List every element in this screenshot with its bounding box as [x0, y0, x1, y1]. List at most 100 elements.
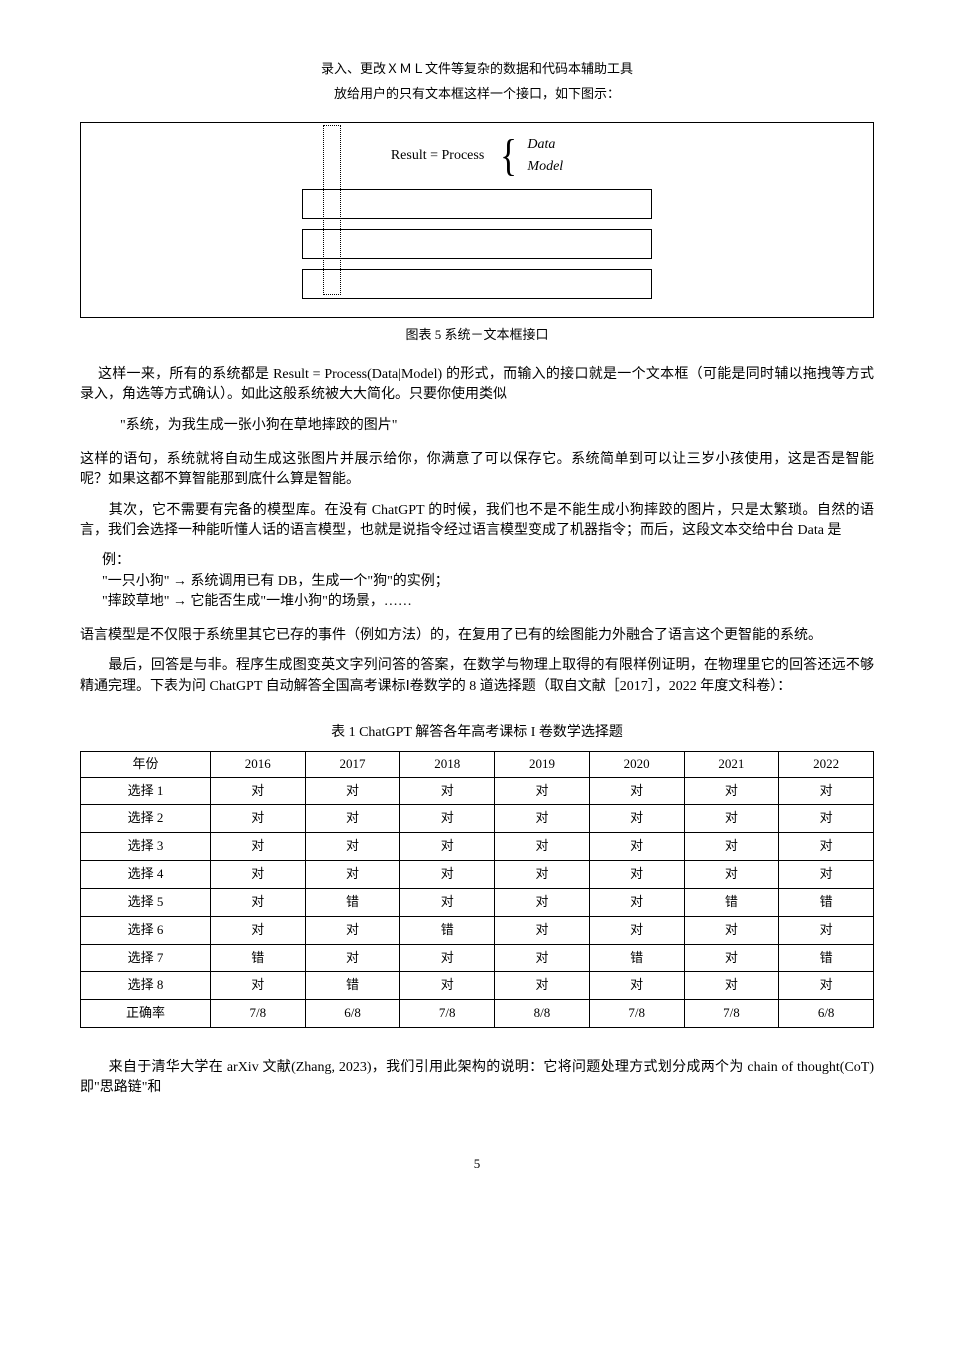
page-number: 5 [80, 1155, 874, 1174]
data-cell: 对 [684, 944, 779, 972]
data-cell: 对 [779, 861, 874, 889]
data-cell: 对 [210, 888, 305, 916]
data-cell: 对 [305, 916, 400, 944]
col-header-year: 2021 [684, 752, 779, 777]
eq-opt-data: Data [527, 135, 563, 155]
eq-opt-model: Model [527, 157, 563, 177]
data-cell: 对 [495, 777, 590, 805]
data-cell: 对 [400, 888, 495, 916]
row-label-cell: 选择 5 [81, 888, 211, 916]
data-cell: 对 [210, 777, 305, 805]
data-cell: 对 [589, 777, 684, 805]
data-cell: 对 [495, 916, 590, 944]
data-cell: 对 [210, 805, 305, 833]
data-cell: 7/8 [400, 1000, 495, 1028]
paragraph-2: 其次，它不需要有完备的模型库。在没有 ChatGPT 的时候，我们也不是不能生成… [80, 501, 874, 542]
data-cell: 对 [400, 944, 495, 972]
data-cell: 7/8 [684, 1000, 779, 1028]
data-cell: 错 [684, 888, 779, 916]
row-label-cell: 选择 4 [81, 861, 211, 889]
data-cell: 对 [779, 972, 874, 1000]
data-cell: 6/8 [779, 1000, 874, 1028]
example-line-2: "摔跤草地" → 它能否生成"一堆小狗"的场景，…… [102, 592, 874, 612]
textbox-stack [101, 189, 853, 299]
table-row: 选择 6对对错对对对对 [81, 916, 874, 944]
row-label-cell: 选择 3 [81, 833, 211, 861]
data-cell: 对 [495, 888, 590, 916]
textbox-1 [302, 189, 652, 219]
data-cell: 对 [495, 944, 590, 972]
row-label-cell: 选择 8 [81, 972, 211, 1000]
table-row: 选择 8对错对对对对对 [81, 972, 874, 1000]
data-cell: 对 [589, 972, 684, 1000]
data-cell: 对 [400, 861, 495, 889]
row-label-cell: 选择 7 [81, 944, 211, 972]
data-cell: 错 [305, 888, 400, 916]
data-cell: 对 [589, 916, 684, 944]
data-cell: 对 [495, 861, 590, 889]
data-cell: 错 [589, 944, 684, 972]
data-cell: 对 [495, 972, 590, 1000]
table-row: 选择 1对对对对对对对 [81, 777, 874, 805]
data-cell: 对 [210, 861, 305, 889]
table-row: 选择 4对对对对对对对 [81, 861, 874, 889]
table-row: 正确率7/86/87/88/87/87/86/8 [81, 1000, 874, 1028]
table-title: 表 1 ChatGPT 解答各年高考课标 I 卷数学选择题 [80, 723, 874, 743]
row-label-cell: 选择 2 [81, 805, 211, 833]
table-row: 选择 3对对对对对对对 [81, 833, 874, 861]
data-cell: 对 [210, 833, 305, 861]
after-table-paragraph: 来自于清华大学在 arXiv 文献(Zhang, 2023)，我们引用此架构的说… [80, 1058, 874, 1099]
figure-box: Result = Process { Data Model [80, 122, 874, 319]
data-cell: 对 [305, 944, 400, 972]
header-line1: 录入、更改ＸＭＬ文件等复杂的数据和代码本辅助工具 [80, 60, 874, 79]
col-header-year: 2019 [495, 752, 590, 777]
data-cell: 对 [779, 777, 874, 805]
paragraph-4: 最后，回答是与非。程序生成图变英文字列问答的答案，在数学与物理上取得的有限样例证… [80, 656, 874, 697]
data-cell: 对 [495, 805, 590, 833]
example-block: 例： "一只小狗" → 系统调用已有 DB，生成一个"狗"的实例； "摔跤草地"… [102, 551, 874, 612]
row-label-cell: 选择 6 [81, 916, 211, 944]
data-cell: 7/8 [210, 1000, 305, 1028]
col-header-year: 2020 [589, 752, 684, 777]
data-cell: 对 [305, 861, 400, 889]
data-cell: 对 [684, 833, 779, 861]
data-cell: 对 [400, 972, 495, 1000]
row-label-cell: 正确率 [81, 1000, 211, 1028]
data-cell: 错 [400, 916, 495, 944]
data-cell: 对 [779, 833, 874, 861]
data-cell: 对 [779, 805, 874, 833]
data-cell: 对 [305, 777, 400, 805]
data-cell: 对 [684, 777, 779, 805]
data-cell: 6/8 [305, 1000, 400, 1028]
data-cell: 对 [589, 888, 684, 916]
row-label-cell: 选择 1 [81, 777, 211, 805]
col-header-year: 2016 [210, 752, 305, 777]
example-line-1: "一只小狗" → 系统调用已有 DB，生成一个"狗"的实例； [102, 572, 874, 592]
quote: "系统，为我生成一张小狗在草地摔跤的图片" [120, 416, 834, 436]
col-header-year: 2022 [779, 752, 874, 777]
paragraph-1b: 这样的语句，系统就将自动生成这张图片并展示给你，你满意了可以保存它。系统简单到可… [80, 450, 874, 491]
data-cell: 对 [400, 833, 495, 861]
data-cell: 7/8 [589, 1000, 684, 1028]
paragraph-3: 语言模型是不仅限于系统里其它已存的事件（例如方法）的，在复用了已有的绘图能力外融… [80, 626, 874, 646]
textbox-3 [302, 269, 652, 299]
table-row: 选择 5对错对对对错错 [81, 888, 874, 916]
data-cell: 对 [210, 972, 305, 1000]
data-cell: 对 [210, 916, 305, 944]
paragraph-1a: 这样一来，所有的系统都是 Result = Process(Data|Model… [80, 365, 874, 406]
data-cell: 对 [589, 833, 684, 861]
table-row: 选择 2对对对对对对对 [81, 805, 874, 833]
data-cell: 错 [210, 944, 305, 972]
data-cell: 错 [779, 944, 874, 972]
data-cell: 对 [495, 833, 590, 861]
data-cell: 对 [779, 916, 874, 944]
data-cell: 对 [684, 861, 779, 889]
data-cell: 错 [305, 972, 400, 1000]
data-cell: 对 [400, 805, 495, 833]
textbox-2 [302, 229, 652, 259]
data-cell: 对 [684, 916, 779, 944]
data-cell: 对 [305, 805, 400, 833]
results-table: 年份2016201720182019202020212022 选择 1对对对对对… [80, 751, 874, 1028]
left-brace-icon: { [500, 141, 517, 172]
equation-row: Result = Process { Data Model [101, 135, 853, 178]
